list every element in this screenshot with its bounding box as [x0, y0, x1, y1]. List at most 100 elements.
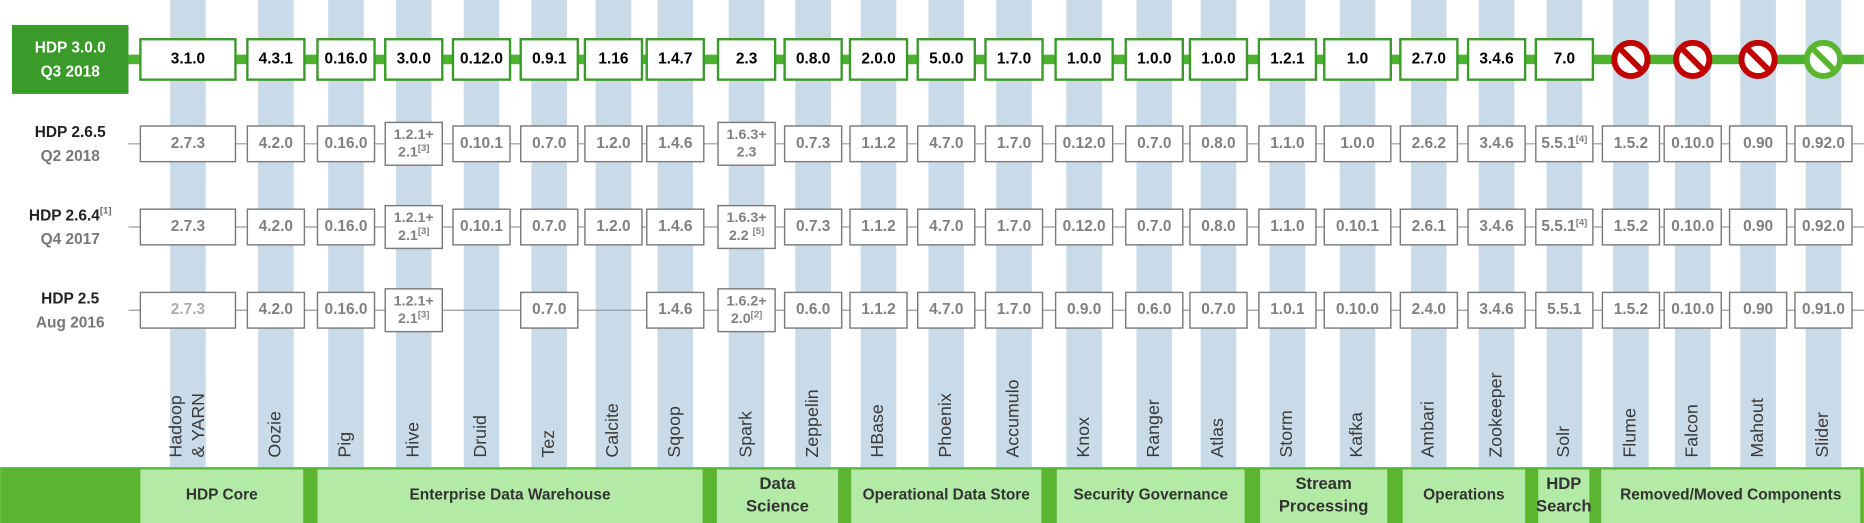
version-box	[917, 125, 976, 163]
group-box	[716, 469, 839, 523]
group-label: Enterprise Data Warehouse	[410, 487, 611, 504]
version-text: 1.1.2	[861, 218, 895, 235]
version-text: 2.6.1	[1412, 218, 1447, 235]
version-value: 0.8.0	[796, 51, 830, 68]
version-value: 0.7.0	[1201, 301, 1235, 318]
version-text: 0.10.0	[1671, 135, 1714, 152]
version-value: 1.4.6	[658, 301, 693, 318]
version-value: 0.16.0	[325, 218, 368, 235]
version-text: 1.6.3+	[727, 210, 767, 226]
version-text: 0.10.1	[1336, 218, 1379, 235]
version-box	[849, 208, 908, 246]
version-text: 3.4.6	[1479, 51, 1514, 68]
version-box	[1534, 38, 1595, 81]
component-name: Druid	[470, 415, 490, 458]
version-text: 2.4.0	[1412, 301, 1446, 318]
version-box	[1535, 208, 1594, 246]
version-text: 0.7.0	[1137, 218, 1171, 235]
version-value: 2.3	[736, 51, 758, 68]
version-text: 0.16.0	[325, 51, 368, 68]
version-box	[1189, 291, 1248, 329]
release-name: HDP 2.6.4[1]	[29, 205, 112, 225]
version-box	[1258, 291, 1317, 329]
version-value: 1.0.1	[1270, 301, 1305, 318]
version-box	[1467, 125, 1526, 163]
component-name: Ranger	[1143, 399, 1163, 457]
version-text: 1.2.1+	[394, 210, 434, 226]
version-value: 4.7.0	[929, 301, 963, 318]
group-box	[317, 469, 703, 523]
version-text: 2.7.3	[171, 135, 206, 152]
version-value: 0.10.1	[460, 218, 503, 235]
version-value: 0.10.0	[1671, 218, 1714, 235]
version-text: 0.6.0	[1137, 301, 1171, 318]
version-box	[984, 125, 1044, 163]
version-text: 1.7.0	[997, 135, 1031, 152]
version-value: 2.1	[398, 145, 418, 161]
version-box	[1728, 125, 1788, 163]
version-text: 1.4.6	[658, 218, 693, 235]
component-name: Falcon	[1681, 404, 1701, 457]
version-box	[1054, 38, 1114, 81]
version-box	[1601, 291, 1661, 329]
version-box	[1189, 208, 1248, 246]
component-name: Ambari	[1418, 401, 1438, 457]
version-text: 1.1.0	[1270, 218, 1304, 235]
component-name: Mahout	[1747, 398, 1767, 457]
version-value: 3.4.6	[1479, 135, 1514, 152]
group-label: Operations	[1423, 487, 1505, 504]
version-box	[139, 208, 237, 246]
version-text: 5.5.1[4]	[1541, 217, 1587, 235]
version-text: 0.7.0	[532, 135, 566, 152]
version-box	[1601, 208, 1661, 246]
version-box	[1399, 291, 1459, 329]
version-value: 0.6.0	[1137, 301, 1171, 318]
version-text: 1.7.0	[997, 51, 1031, 68]
version-box	[783, 38, 843, 81]
release-label-box	[11, 24, 129, 94]
version-value: 1.2.1+	[394, 127, 434, 143]
version-box	[717, 288, 776, 333]
version-box	[316, 291, 376, 329]
version-box	[1663, 208, 1722, 246]
version-text: 2.3	[737, 145, 757, 161]
version-value: 2.7.3	[171, 135, 206, 152]
version-value: 0.7.0	[1137, 218, 1171, 235]
version-value: 0.9.0	[1067, 301, 1101, 318]
version-box	[139, 291, 237, 329]
version-text: 0.16.0	[325, 135, 368, 152]
version-box	[849, 125, 908, 163]
version-box	[917, 291, 976, 329]
version-box	[1794, 125, 1853, 163]
version-box	[984, 291, 1044, 329]
release-name-text: HDP 3.0.0	[35, 40, 106, 57]
version-box	[1125, 125, 1184, 163]
version-text: 5.0.0	[929, 51, 963, 68]
version-text: 0.8.0	[796, 51, 830, 68]
version-value: 3.4.6	[1479, 301, 1514, 318]
version-box	[717, 121, 776, 166]
group-label: Science	[746, 496, 809, 515]
version-box	[384, 121, 443, 166]
version-note: [2]	[751, 309, 763, 320]
release-date: Q3 2018	[41, 64, 101, 81]
version-value: 2.0	[731, 311, 751, 327]
component-name: Slider	[1812, 412, 1832, 458]
version-text: 1.4.7	[658, 51, 692, 68]
version-box	[452, 208, 511, 246]
version-text: 1.6.2+	[727, 293, 767, 309]
version-value: 1.16	[598, 51, 628, 68]
version-note: [3]	[418, 143, 430, 154]
version-value: 1.1.0	[1270, 135, 1304, 152]
version-box	[384, 204, 443, 250]
version-box	[1125, 291, 1184, 329]
version-text: 0.92.0	[1802, 218, 1845, 235]
version-box	[316, 38, 376, 81]
version-box	[1663, 125, 1722, 163]
version-box	[1535, 125, 1594, 163]
release-name: HDP 2.5	[41, 291, 99, 308]
version-box	[848, 38, 909, 81]
version-box	[1323, 125, 1392, 163]
version-text: 4.3.1	[259, 51, 294, 68]
version-box	[783, 291, 843, 329]
